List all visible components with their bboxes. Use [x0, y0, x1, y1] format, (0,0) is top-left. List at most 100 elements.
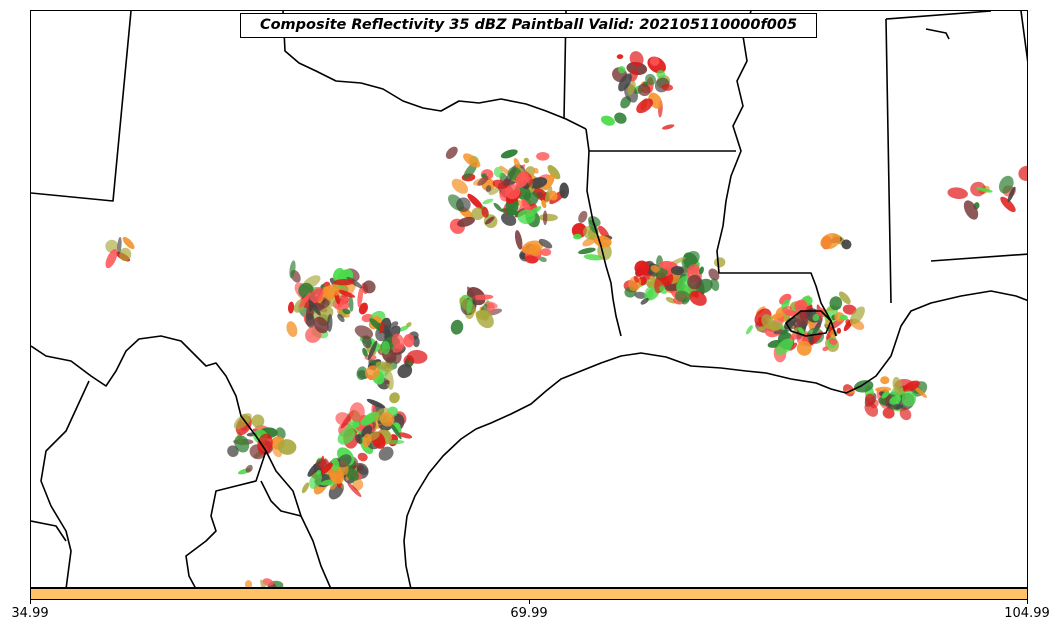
paintball-blob: [514, 230, 523, 250]
paintball-blob: [536, 152, 550, 161]
paintball-blob: [337, 289, 356, 298]
paintball-blob: [578, 247, 596, 255]
paintball-blob: [476, 310, 494, 329]
paintball-blob: [362, 347, 368, 357]
paintball-blob: [629, 51, 644, 67]
paintball-blob: [794, 299, 808, 313]
paintball-blob: [260, 579, 267, 587]
paintball-blob: [484, 216, 495, 225]
paintball-blob: [381, 341, 391, 355]
paintball-blob: [524, 255, 538, 264]
paintball-blob: [349, 402, 365, 423]
paintball-blob: [849, 306, 865, 325]
reflectivity-map: [31, 11, 1027, 587]
paintball-blob: [810, 331, 823, 345]
paintball-blob: [398, 325, 409, 332]
sabine-border: [585, 128, 622, 337]
paintball-blob: [457, 216, 475, 227]
state-boundaries: [31, 11, 1027, 587]
paintball-blob: [485, 185, 492, 193]
paintball-blob: [513, 158, 521, 169]
paintball-blob: [775, 338, 794, 355]
colorbar-tick-min: [30, 600, 31, 604]
paintball-blob: [670, 265, 684, 276]
ms-al-border: [885, 18, 892, 304]
paintball-blob: [493, 202, 503, 212]
paintball-blob: [348, 295, 354, 312]
paintball-blob: [808, 334, 814, 344]
paintball-blob: [337, 454, 352, 468]
paintball-blob: [354, 325, 374, 339]
paintball-blob: [864, 393, 876, 405]
paintball-blob: [262, 578, 274, 587]
paintball-blob: [234, 435, 250, 453]
paintball-blob: [616, 54, 624, 60]
paintball-blob: [486, 308, 503, 316]
red-river-border: [282, 11, 587, 130]
paintball-blob: [1018, 165, 1027, 181]
paintball-blob: [266, 583, 277, 587]
paintball-blob: [540, 248, 552, 257]
paintball-blob: [122, 236, 135, 250]
paintball-blob: [636, 98, 653, 114]
paintball-blob: [541, 199, 547, 209]
ga-fl-line: [1020, 11, 1027, 63]
paintball-blob: [334, 288, 340, 296]
paintball-blob: [538, 256, 547, 263]
paintball-blob: [998, 175, 1014, 194]
paintball-blob: [320, 455, 325, 471]
colorbar-tick-label-max: 104.99: [1004, 606, 1050, 621]
paintball-blob: [380, 412, 395, 427]
paintball-blob: [681, 251, 700, 268]
paintball-blob: [771, 312, 785, 320]
paintball-blob: [450, 319, 464, 335]
paintball-blob: [240, 413, 250, 424]
paintball-blob: [379, 321, 385, 335]
paintball-blob: [559, 182, 570, 199]
paintball-blob: [337, 427, 355, 445]
colorbar-tick-label-mid: 69.99: [510, 606, 548, 621]
paintball-blob: [337, 313, 345, 323]
paintball-blob: [781, 305, 792, 313]
paintball-blob: [880, 376, 890, 385]
paintball-blob: [500, 149, 518, 159]
paintball-blob: [1000, 196, 1016, 213]
paintball-blob: [467, 193, 484, 210]
paintball-blob: [976, 187, 993, 193]
paintball-blob: [289, 260, 296, 279]
nm-tx-border: [31, 11, 132, 202]
paintball-blob: [708, 268, 720, 281]
paintball-blob: [362, 280, 376, 294]
paintball-blob: [357, 286, 364, 308]
paintball-blob: [308, 299, 321, 316]
paintball-blob: [528, 177, 548, 189]
paintball-blob: [119, 247, 132, 262]
gulf-coast: [403, 290, 1027, 587]
paintball-blob: [656, 70, 666, 79]
paintball-blob: [797, 327, 805, 334]
paintball-blob: [781, 329, 788, 336]
paintball-blob: [356, 366, 368, 381]
paintball-blob: [357, 452, 368, 462]
paintball-blob: [366, 398, 386, 409]
paintball-blob: [406, 349, 428, 364]
paintball-blob: [634, 291, 647, 299]
paintball-blob: [796, 311, 809, 327]
paintball-blob: [309, 471, 322, 489]
paintball-blob: [463, 153, 481, 168]
paintball-blob: [378, 446, 394, 461]
paintball-blob: [364, 365, 381, 380]
paintball-blob: [644, 286, 654, 301]
mexico-state-3: [185, 450, 267, 587]
paintball-blob: [745, 325, 753, 335]
paintball-blob: [854, 380, 874, 393]
paintball-blob: [313, 316, 329, 334]
paintball-blob: [829, 296, 843, 311]
paintball-blob: [251, 414, 265, 428]
paintball-blob: [356, 466, 369, 475]
paintball-blob: [389, 321, 399, 329]
paintball-blob: [542, 210, 548, 226]
paintball-blob: [661, 124, 675, 130]
paintball-blob: [889, 395, 902, 405]
mexico-state-2: [31, 520, 67, 542]
